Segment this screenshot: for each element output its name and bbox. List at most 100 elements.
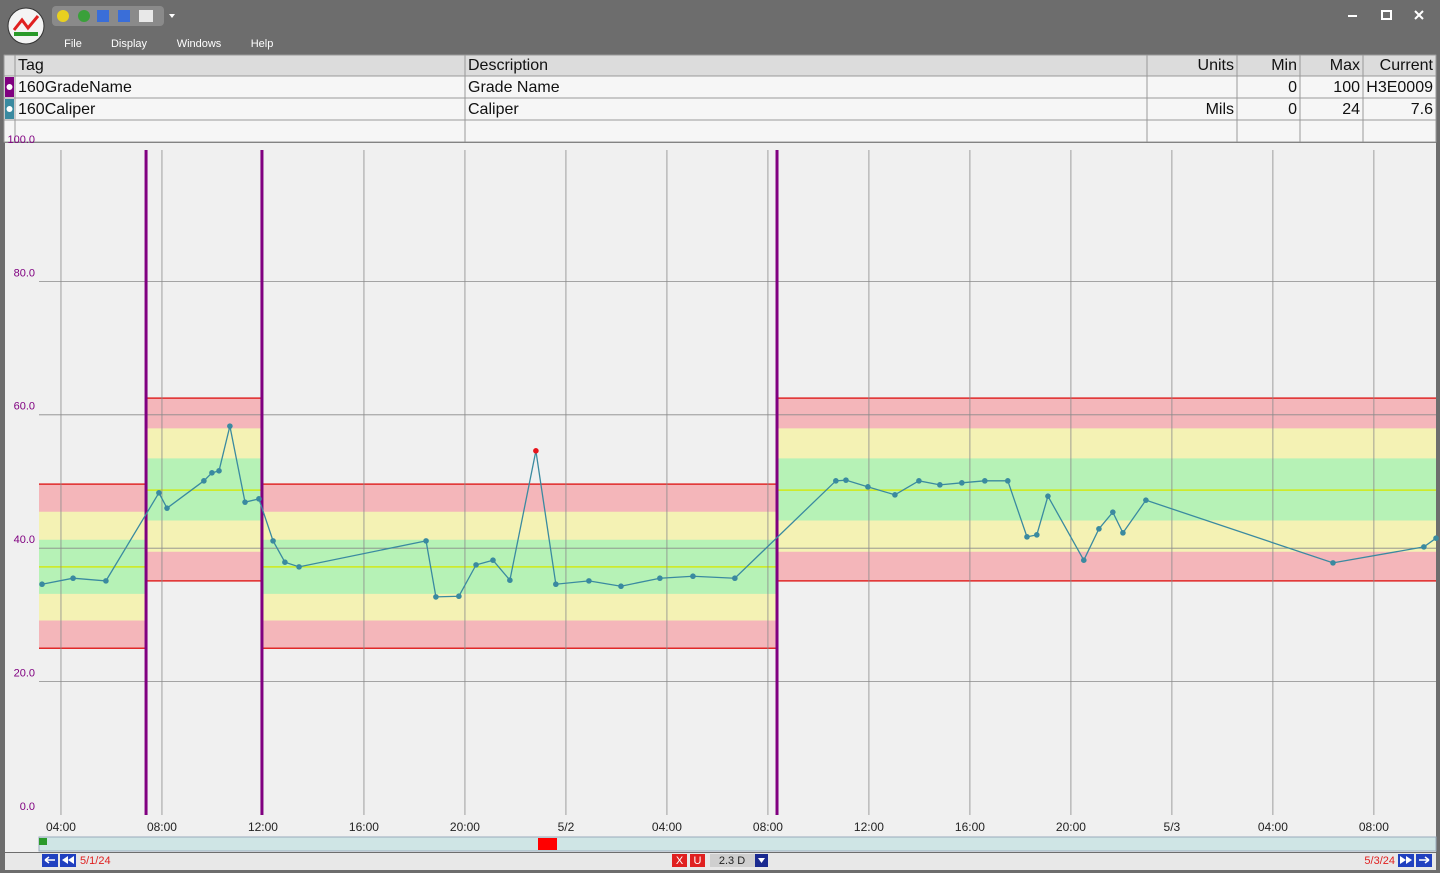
data-point (833, 478, 839, 484)
limit-zone (39, 484, 147, 513)
x-tick-label: 08:00 (147, 820, 177, 834)
column-header[interactable]: Description (468, 57, 548, 74)
table-cell: Grade Name (468, 79, 560, 96)
column-header[interactable]: Min (1271, 57, 1297, 74)
data-point (1080, 557, 1087, 564)
data-point (1143, 497, 1149, 503)
tool-save[interactable] (97, 10, 109, 22)
limit-zone (777, 428, 1436, 459)
close-button[interactable] (1414, 10, 1424, 20)
menu-item[interactable]: Windows (177, 38, 222, 50)
data-point (1433, 535, 1439, 541)
limit-zone (146, 490, 262, 521)
icon (1400, 856, 1412, 864)
minimize-button[interactable] (1348, 15, 1357, 17)
icon (758, 858, 765, 863)
time-scrollbar[interactable] (38, 836, 1437, 852)
scroll-thumb[interactable] (538, 838, 557, 850)
y-tick-label: 100.0 (7, 134, 35, 146)
data-point (227, 423, 233, 429)
y-tick-label: 40.0 (14, 534, 35, 546)
limit-zone (261, 512, 778, 541)
data-point (209, 470, 215, 476)
data-point (732, 575, 738, 582)
data-point (103, 578, 109, 584)
x-tick-label: 16:00 (349, 820, 379, 834)
x-tick-label: 12:00 (854, 820, 884, 834)
data-point (1034, 532, 1040, 538)
tool-new[interactable] (78, 10, 90, 22)
limit-zone (146, 458, 262, 491)
column-header[interactable]: Current (1380, 57, 1434, 74)
table-cell: H3E0009 (1366, 79, 1433, 96)
u-button[interactable] (690, 854, 705, 867)
span-box[interactable] (710, 854, 755, 867)
tool-save-as[interactable] (118, 10, 130, 22)
limit-zone (261, 484, 778, 513)
x-button-label: X (676, 855, 684, 867)
x-tick-label: 20:00 (1056, 820, 1086, 834)
menu-item[interactable]: Display (111, 38, 148, 50)
icon (1419, 856, 1430, 864)
data-point (586, 578, 592, 584)
data-point (1120, 530, 1126, 536)
limit-zone (261, 566, 778, 595)
table-cell: Mils (1206, 101, 1234, 118)
data-point (1045, 493, 1051, 499)
limit-zone (39, 566, 147, 595)
limit-zone (777, 552, 1436, 581)
limit-zone (261, 540, 778, 567)
data-point (553, 581, 559, 588)
data-point (473, 562, 479, 568)
end-date: 5/3/24 (1364, 855, 1395, 867)
table-cell: 0 (1288, 79, 1297, 96)
data-point (282, 559, 288, 566)
toolbar-dropdown[interactable] (169, 14, 175, 18)
limit-zone (146, 428, 262, 459)
x-tick-label: 5/3 (1164, 820, 1181, 834)
column-header[interactable]: Tag (18, 57, 44, 74)
x-tick-label: 12:00 (248, 820, 278, 834)
limit-zone (777, 458, 1436, 491)
limit-zone (39, 620, 147, 649)
data-point (843, 477, 849, 483)
table-cell: 24 (1342, 101, 1360, 118)
data-point (657, 575, 663, 582)
x-button[interactable] (672, 854, 687, 867)
data-point (690, 573, 696, 580)
x-tick-label: 04:00 (1258, 820, 1288, 834)
x-tick-label: 20:00 (450, 820, 480, 834)
limit-zone (39, 512, 147, 541)
limit-zone (39, 540, 147, 567)
data-point (423, 538, 429, 544)
data-point (296, 564, 302, 570)
tool-print[interactable] (139, 10, 153, 22)
data-point (959, 480, 965, 486)
column-header[interactable]: Max (1330, 57, 1360, 74)
data-point (156, 490, 162, 496)
data-point (270, 538, 276, 544)
row-swatch-dot (6, 84, 13, 90)
limit-zone (777, 490, 1436, 521)
column-header[interactable]: Units (1198, 57, 1234, 74)
menu-item[interactable]: File (64, 38, 82, 50)
table-cell: 0 (1288, 101, 1297, 118)
scroll-start-marker (39, 838, 47, 845)
table-cell: Caliper (468, 101, 519, 118)
y-tick-label: 60.0 (14, 401, 35, 413)
data-point (937, 482, 943, 488)
tool-open[interactable] (57, 10, 69, 22)
menu-item[interactable]: Help (251, 38, 274, 50)
x-tick-label: 16:00 (955, 820, 985, 834)
trend-chart: 0.0 20.0 40.0 60.0 80.0 100.0 04:00 08:00 12:00 1… (7, 134, 1439, 834)
data-point (618, 583, 624, 590)
x-tick-label: 04:00 (46, 820, 76, 834)
start-date: 5/1/24 (80, 855, 111, 867)
header-row (4, 55, 1436, 76)
maximize-button[interactable] (1381, 10, 1392, 20)
x-tick-label: 08:00 (1359, 820, 1389, 834)
data-point (456, 593, 462, 600)
data-point (1330, 560, 1336, 566)
tag-table: Tag Description Units Min Max Current 160Grade… (3, 54, 1437, 143)
